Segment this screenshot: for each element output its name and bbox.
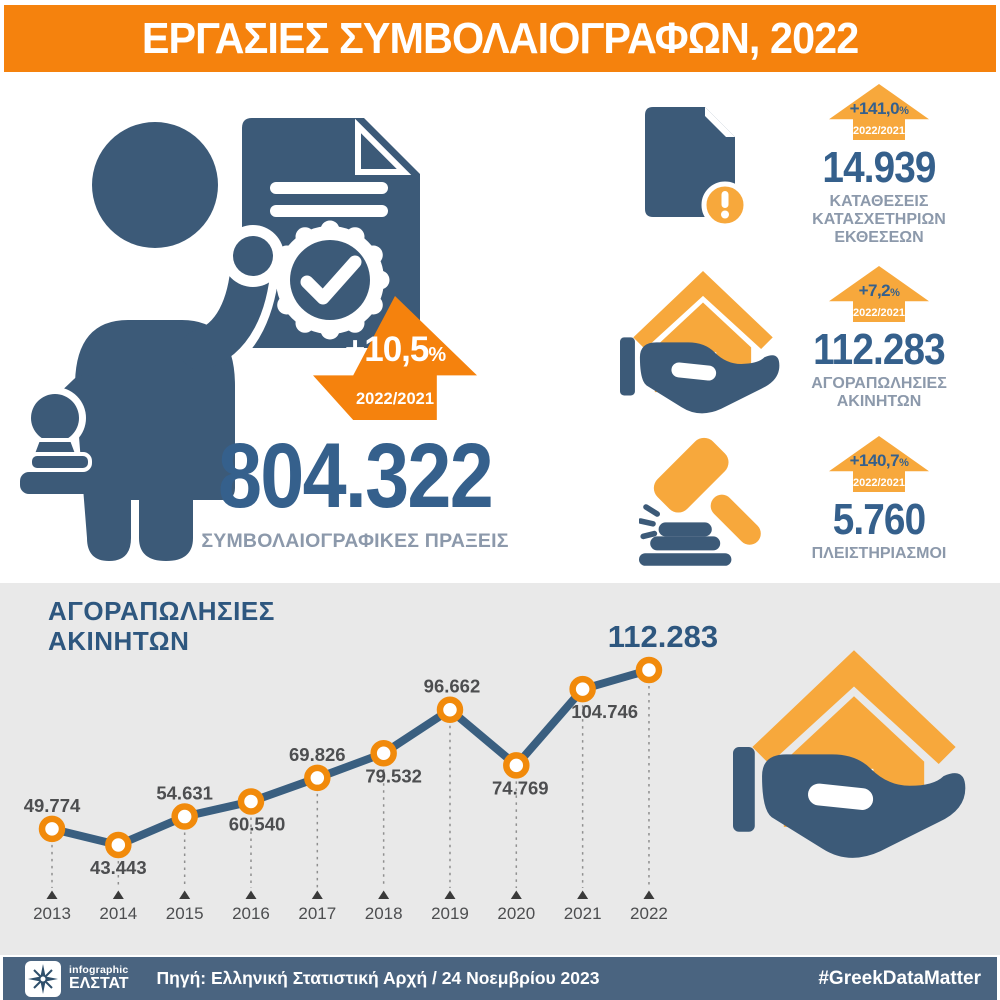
svg-text:2019: 2019 — [431, 904, 469, 923]
certified-seal-icon — [270, 220, 390, 340]
source-text: Πηγή: Ελληνική Στατιστική Αρχή / 24 Νοεμ… — [156, 968, 600, 988]
stat-label: ΠΛΕΙΣΤΗΡΙΑΣΜΟΙ — [811, 545, 947, 562]
svg-text:49.774: 49.774 — [24, 795, 81, 816]
svg-text:112.283: 112.283 — [608, 620, 718, 654]
svg-text:79.532: 79.532 — [365, 765, 422, 786]
svg-text:104.746: 104.746 — [571, 701, 638, 722]
svg-text:2013: 2013 — [33, 904, 71, 923]
elstat-brand: infographic ΕΛΣΤΑΤ — [69, 965, 129, 993]
svg-text:54.631: 54.631 — [156, 783, 213, 804]
stat-auctions: +140,7% 2022/2021 5.760 ΠΛΕΙΣΤΗΡΙΑΣΜΟΙ — [779, 436, 979, 563]
main-period: 2022/2021 — [356, 390, 434, 408]
stat-value: 14.939 — [822, 143, 936, 192]
main-stat-label: ΣΥΜΒΟΛΑΙΟΓΡΑΦΙΚΕΣ ΠΡΑΞΕΙΣ — [201, 530, 509, 552]
svg-text:43.443: 43.443 — [90, 857, 147, 878]
house-in-hand-icon — [620, 266, 786, 432]
notary-person-icon — [20, 118, 420, 561]
svg-text:2016: 2016 — [232, 904, 270, 923]
stat-value: 5.760 — [832, 495, 926, 544]
hashtag-text: #GreekDataMatter — [818, 967, 981, 989]
stat-seizure-reports: +141,0% 2022/2021 14.939 ΚΑΤΑΘΕΣΕΙΣ ΚΑΤΑ… — [779, 84, 979, 247]
header-banner: ΕΡΓΑΣΙΕΣ ΣΥΜΒΟΛΑΙΟΓΡΑΦΩΝ, 2022 — [4, 5, 996, 72]
stat-label: ΚΑΤΑΘΕΣΕΙΣ ΚΑΤΑΣΧΕΤΗΡΙΩΝ ΕΚΘΕΣΕΩΝ — [812, 193, 946, 246]
elstat-logo-icon — [25, 960, 61, 997]
growth-arrow: +141,0% 2022/2021 — [829, 84, 929, 140]
brand-infographic: infographic — [69, 963, 129, 976]
svg-text:74.769: 74.769 — [492, 777, 549, 798]
page-title: ΕΡΓΑΣΙΕΣ ΣΥΜΒΟΛΑΙΟΓΡΑΦΩΝ, 2022 — [141, 13, 859, 63]
growth-arrow: +140,7% 2022/2021 — [829, 436, 929, 492]
svg-text:2020: 2020 — [497, 904, 535, 923]
main-stat-value: 804.322 — [218, 425, 494, 527]
stamp-icon — [20, 375, 108, 494]
real-estate-sales-line-chart: 2013 2014 2015 2016 2017 2018 2019 2020 2021 2022… — [24, 620, 718, 923]
main-growth-arrow: +10,5% 2022/2021 — [313, 296, 477, 420]
svg-text:2018: 2018 — [365, 904, 403, 923]
svg-text:2015: 2015 — [166, 904, 204, 923]
chart-title: ΑΓΟΡΑΠΩΛΗΣΙΕΣ ΑΚΙΝΗΤΩΝ — [48, 596, 275, 656]
brand-elstat: ΕΛΣΤΑΤ — [69, 975, 129, 993]
growth-arrow: +7,2% 2022/2021 — [829, 266, 929, 322]
main-delta: +10,5% — [344, 330, 446, 369]
svg-text:2022: 2022 — [630, 904, 668, 923]
svg-text:69.826: 69.826 — [289, 744, 346, 765]
document-exclamation-icon — [640, 105, 750, 228]
svg-text:2014: 2014 — [99, 904, 137, 923]
stat-real-estate-sales: +7,2% 2022/2021 112.283 ΑΓΟΡΑΠΩΛΗΣΙΕΣ ΑΚ… — [779, 266, 979, 411]
svg-text:2017: 2017 — [298, 904, 336, 923]
gavel-icon — [636, 430, 782, 570]
stat-value: 112.283 — [813, 325, 946, 374]
svg-text:96.662: 96.662 — [424, 676, 481, 697]
svg-text:60.540: 60.540 — [229, 814, 286, 835]
main-stat: 804.322 ΣΥΜΒΟΛΑΙΟΓΡΑΦΙΚΕΣ ΠΡΑΞΕΙΣ — [170, 430, 540, 553]
stat-label: ΑΓΟΡΑΠΩΛΗΣΙΕΣ ΑΚΙΝΗΤΩΝ — [811, 375, 947, 410]
house-in-hand-icon-large — [733, 643, 975, 885]
footer-bar: infographic ΕΛΣΤΑΤ Πηγή: Ελληνική Στατισ… — [3, 957, 997, 1000]
svg-text:2021: 2021 — [564, 904, 602, 923]
